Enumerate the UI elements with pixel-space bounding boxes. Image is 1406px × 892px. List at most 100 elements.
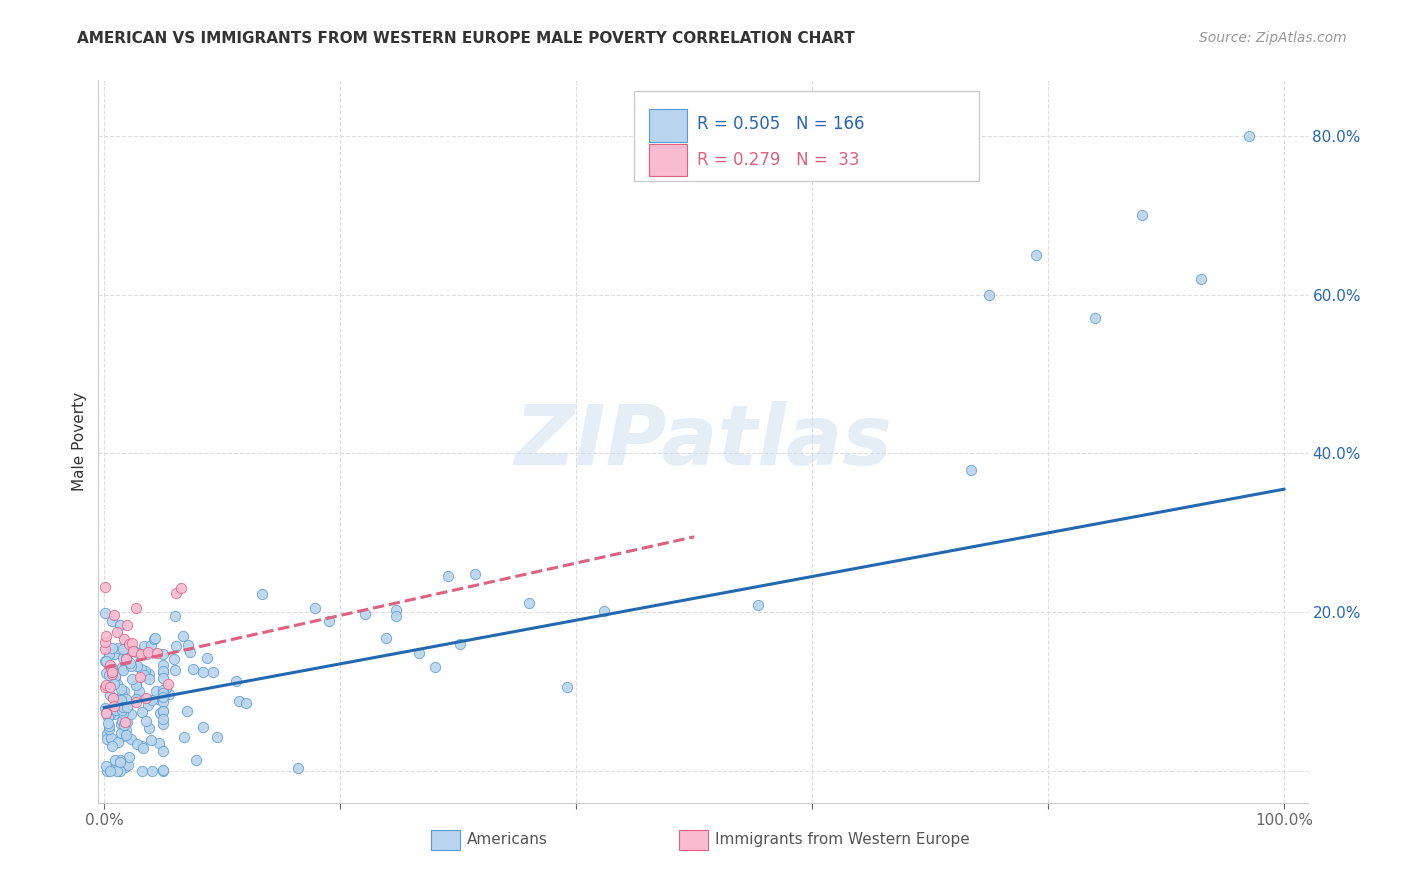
Point (110, 681, 132, 696)
Point (112, 632, 135, 647)
Point (114, 760, 136, 774)
Point (152, 686, 174, 700)
Point (112, 684, 135, 698)
Point (117, 637, 139, 651)
Point (129, 662, 152, 676)
Point (94, 654, 117, 668)
Point (152, 704, 174, 718)
Point (225, 673, 247, 688)
Point (138, 672, 160, 686)
Point (157, 687, 180, 701)
Point (1084, 311, 1107, 326)
Point (141, 638, 163, 652)
Point (94, 706, 117, 721)
Point (131, 739, 153, 753)
Point (97, 647, 120, 661)
Point (114, 705, 136, 719)
Point (152, 647, 174, 661)
Point (131, 705, 153, 719)
Point (135, 714, 157, 729)
Point (201, 665, 224, 680)
Point (136, 698, 159, 713)
Point (152, 682, 174, 697)
Point (115, 723, 138, 737)
Point (127, 690, 149, 704)
Point (173, 730, 195, 744)
Point (145, 684, 167, 698)
Point (385, 603, 408, 617)
Point (96, 727, 118, 741)
Point (107, 698, 129, 712)
Point (165, 663, 187, 677)
Point (94, 606, 117, 620)
Point (408, 646, 430, 660)
Point (152, 744, 174, 758)
Point (104, 668, 127, 682)
Point (111, 714, 134, 728)
Point (170, 581, 193, 595)
Point (104, 753, 127, 767)
Point (155, 681, 177, 695)
Point (96, 764, 118, 778)
Point (464, 567, 486, 582)
Point (191, 720, 214, 734)
Point (134, 640, 156, 654)
Point (152, 717, 174, 731)
Point (129, 670, 152, 684)
Point (107, 702, 129, 716)
Point (152, 695, 174, 709)
Point (304, 601, 326, 615)
Point (125, 677, 148, 691)
Point (93, 580, 115, 594)
Point (125, 601, 148, 615)
Point (94, 759, 117, 773)
Text: R = 0.505   N = 166: R = 0.505 N = 166 (697, 115, 865, 133)
Point (114, 714, 136, 729)
Point (152, 671, 174, 685)
Point (104, 670, 127, 684)
Point (98, 688, 121, 702)
Point (94, 706, 117, 721)
Point (423, 660, 446, 674)
Point (148, 736, 170, 750)
Point (152, 704, 174, 718)
Point (125, 695, 148, 709)
Point (103, 677, 125, 691)
Point (115, 652, 138, 666)
Point (165, 608, 187, 623)
Y-axis label: Male Poverty: Male Poverty (72, 392, 87, 491)
Point (96, 665, 118, 680)
Point (94, 629, 117, 643)
Point (235, 696, 257, 710)
Point (141, 693, 163, 707)
Point (122, 644, 145, 658)
Point (115, 714, 138, 729)
Point (143, 631, 166, 645)
Point (156, 677, 179, 691)
Point (120, 659, 142, 673)
Point (117, 757, 139, 772)
Point (152, 664, 174, 678)
Text: Americans: Americans (467, 832, 548, 847)
Point (176, 704, 198, 718)
Point (108, 754, 131, 768)
Point (108, 764, 131, 778)
Point (112, 651, 135, 665)
Point (111, 706, 134, 721)
Point (104, 703, 127, 717)
Point (103, 607, 125, 622)
Point (120, 707, 142, 722)
Point (105, 692, 128, 706)
Point (121, 636, 143, 650)
Point (128, 683, 150, 698)
Point (134, 668, 156, 682)
Point (115, 691, 138, 706)
Point (98, 706, 121, 721)
Text: AMERICAN VS IMMIGRANTS FROM WESTERN EUROPE MALE POVERTY CORRELATION CHART: AMERICAN VS IMMIGRANTS FROM WESTERN EURO… (77, 31, 855, 46)
Point (163, 651, 186, 665)
Point (111, 688, 134, 702)
Point (121, 673, 143, 687)
Point (165, 639, 187, 653)
Point (96, 702, 118, 716)
Point (101, 614, 124, 628)
